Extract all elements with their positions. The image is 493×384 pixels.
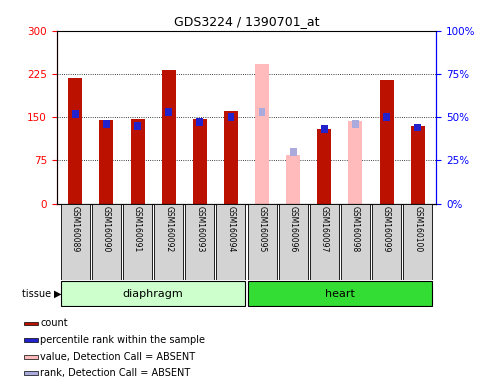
Bar (69, 78, 82, 204)
Bar (310, 204, 339, 280)
Bar (247, 281, 432, 306)
Text: GSM160089: GSM160089 (71, 206, 80, 252)
Bar (24, 371, 38, 375)
Bar (61, 204, 90, 280)
Text: value, Detection Call = ABSENT: value, Detection Call = ABSENT (40, 352, 196, 362)
Bar (61, 281, 246, 306)
Bar (154, 204, 183, 280)
Bar (383, 113, 390, 121)
Bar (349, 121, 362, 204)
Bar (352, 120, 359, 128)
Text: count: count (40, 318, 68, 328)
Text: GSM160100: GSM160100 (413, 206, 422, 252)
Bar (411, 126, 424, 204)
Bar (103, 120, 110, 128)
Text: GSM160098: GSM160098 (351, 206, 360, 252)
Bar (216, 204, 246, 280)
Text: GSM160090: GSM160090 (102, 206, 111, 252)
Bar (185, 204, 214, 280)
Bar (123, 204, 152, 280)
Bar (228, 113, 234, 121)
Text: GSM160091: GSM160091 (133, 206, 142, 252)
Bar (255, 64, 269, 204)
Bar (380, 79, 393, 204)
Bar (279, 204, 308, 280)
Text: diaphragm: diaphragm (123, 289, 183, 299)
Bar (317, 129, 331, 204)
Bar (286, 155, 300, 204)
Bar (403, 204, 432, 280)
Text: GSM160092: GSM160092 (164, 206, 173, 252)
Bar (24, 338, 38, 342)
Bar (165, 108, 172, 116)
Title: GDS3224 / 1390701_at: GDS3224 / 1390701_at (174, 15, 319, 28)
Text: ▶: ▶ (54, 289, 62, 299)
Text: GSM160097: GSM160097 (320, 206, 329, 252)
Bar (162, 70, 176, 204)
Bar (290, 148, 297, 156)
Text: GSM160099: GSM160099 (382, 206, 391, 252)
Bar (72, 110, 79, 118)
Bar (196, 118, 203, 126)
Bar (24, 355, 38, 359)
Text: rank, Detection Call = ABSENT: rank, Detection Call = ABSENT (40, 368, 191, 378)
Bar (131, 119, 144, 204)
Text: GSM160095: GSM160095 (257, 206, 267, 252)
Bar (372, 204, 401, 280)
Bar (259, 108, 265, 116)
Bar (247, 204, 277, 280)
Bar (321, 125, 328, 133)
Bar (24, 321, 38, 325)
Text: GSM160096: GSM160096 (289, 206, 298, 252)
Bar (224, 111, 238, 204)
Text: GSM160094: GSM160094 (226, 206, 236, 252)
Bar (92, 204, 121, 280)
Bar (414, 124, 421, 131)
Text: GSM160093: GSM160093 (195, 206, 204, 252)
Bar (341, 204, 370, 280)
Bar (134, 122, 141, 130)
Bar (193, 119, 207, 204)
Text: percentile rank within the sample: percentile rank within the sample (40, 335, 206, 345)
Text: tissue: tissue (22, 289, 54, 299)
Bar (100, 120, 113, 204)
Text: heart: heart (325, 289, 355, 299)
